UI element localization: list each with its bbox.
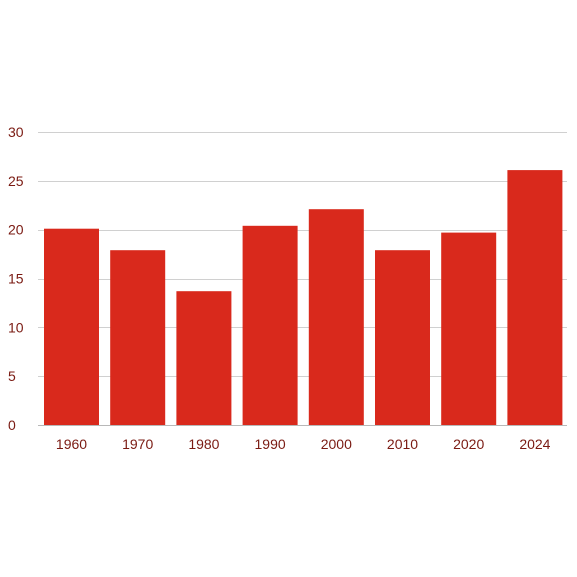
- x-tick-label: 1960: [56, 436, 87, 452]
- y-axis-tick-labels: 0 5 10 15 20 25 30: [8, 124, 24, 433]
- bar: [242, 225, 298, 425]
- bar: [44, 228, 99, 425]
- y-tick-label: 10: [8, 319, 24, 335]
- x-tick-label: 1980: [188, 436, 219, 452]
- y-tick-label: 0: [8, 417, 16, 433]
- bar: [507, 170, 563, 425]
- y-tick-label: 15: [8, 271, 24, 287]
- x-tick-label: 2024: [519, 436, 550, 452]
- x-axis-tick-labels: 1960 1970 1980 1990 2000 2010 2020 2024: [56, 436, 551, 452]
- y-tick-label: 25: [8, 173, 24, 189]
- x-tick-label: 1990: [255, 436, 286, 452]
- bar: [176, 291, 232, 425]
- bar: [375, 250, 430, 425]
- bar: [308, 209, 364, 425]
- y-tick-label: 20: [8, 222, 24, 238]
- y-tick-label: 5: [8, 368, 16, 384]
- x-tick-label: 2020: [453, 436, 484, 452]
- bar: [110, 250, 166, 425]
- bars: [44, 170, 563, 425]
- x-tick-label: 1970: [122, 436, 153, 452]
- x-tick-label: 2010: [387, 436, 418, 452]
- y-tick-label: 30: [8, 124, 24, 140]
- bar: [441, 232, 497, 425]
- x-tick-label: 2000: [321, 436, 352, 452]
